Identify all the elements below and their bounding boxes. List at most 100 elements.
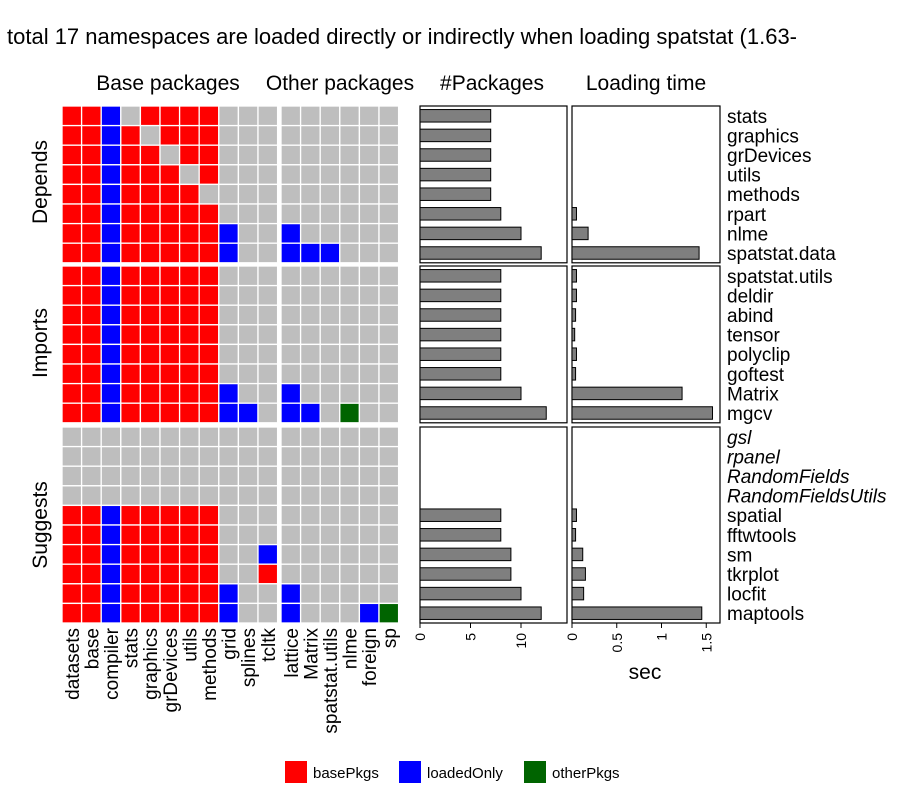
base-tile-deldir-stats bbox=[120, 284, 142, 306]
base-tile-spatstat.data-base bbox=[80, 242, 102, 264]
base-tile-nlme-grid bbox=[218, 222, 240, 244]
column-label-graphics: graphics bbox=[141, 628, 162, 700]
column-label-datasets: datasets bbox=[63, 628, 84, 700]
other-tile-abind-nlme bbox=[339, 304, 361, 326]
other-tile-deldir-sp bbox=[378, 284, 400, 306]
other-tile-sm-sp bbox=[378, 543, 400, 565]
other-tile-spatstat.utils-foreign bbox=[358, 265, 380, 287]
base-tile-abind-tcltk bbox=[257, 304, 279, 326]
base-tile-spatstat.data-stats bbox=[120, 242, 142, 264]
base-tile-Matrix-tcltk bbox=[257, 382, 279, 404]
other-tile-spatstat.data-nlme bbox=[339, 242, 361, 264]
legend-swatch-otherPkgs bbox=[524, 761, 546, 783]
base-tile-polyclip-stats bbox=[120, 343, 142, 365]
column-label-Matrix: Matrix bbox=[301, 628, 322, 680]
other-tile-spatstat.utils-spatstat.utils bbox=[319, 265, 341, 287]
base-tile-tensor-tcltk bbox=[257, 324, 279, 346]
base-tile-nlme-grDevices bbox=[159, 222, 181, 244]
base-tile-fftwtools-datasets bbox=[61, 524, 83, 546]
other-tile-tkrplot-foreign bbox=[358, 563, 380, 585]
base-tile-Matrix-grid bbox=[218, 382, 240, 404]
base-tile-sm-splines bbox=[237, 543, 259, 565]
other-tile-graphics-nlme bbox=[339, 124, 361, 146]
base-tile-abind-splines bbox=[237, 304, 259, 326]
base-tile-RandomFieldsUtils-stats bbox=[120, 485, 142, 507]
other-tile-grDevices-foreign bbox=[358, 144, 380, 166]
base-tile-spatstat.utils-methods bbox=[198, 265, 220, 287]
other-tile-mgcv-lattice bbox=[280, 402, 302, 424]
other-tile-tensor-sp bbox=[378, 324, 400, 346]
base-tile-Matrix-base bbox=[80, 382, 102, 404]
base-tile-grDevices-grid bbox=[218, 144, 240, 166]
base-tile-gsl-datasets bbox=[61, 426, 83, 448]
other-tile-spatstat.data-foreign bbox=[358, 242, 380, 264]
base-tile-spatstat.data-grid bbox=[218, 242, 240, 264]
base-tile-spatstat.utils-stats bbox=[120, 265, 142, 287]
base-tile-RandomFieldsUtils-utils bbox=[178, 485, 200, 507]
column-label-sp: sp bbox=[380, 628, 401, 648]
base-tile-locfit-methods bbox=[198, 583, 220, 605]
base-tile-fftwtools-grid bbox=[218, 524, 240, 546]
base-tile-tensor-grDevices bbox=[159, 324, 181, 346]
other-tile-graphics-sp bbox=[378, 124, 400, 146]
base-tile-spatial-methods bbox=[198, 504, 220, 526]
base-tile-tkrplot-splines bbox=[237, 563, 259, 585]
base-tile-grDevices-splines bbox=[237, 144, 259, 166]
base-tile-utils-graphics bbox=[139, 164, 161, 186]
base-tile-sm-base bbox=[80, 543, 102, 565]
other-tile-spatstat.utils-Matrix bbox=[299, 265, 321, 287]
base-tile-polyclip-base bbox=[80, 343, 102, 365]
other-tile-fftwtools-Matrix bbox=[299, 524, 321, 546]
other-tile-stats-spatstat.utils bbox=[319, 105, 341, 127]
facet-header-base-packages: Base packages bbox=[96, 72, 240, 95]
legend-swatch-loadedOnly bbox=[399, 761, 421, 783]
time-bar-spatstat.utils bbox=[571, 269, 577, 283]
base-tile-stats-methods bbox=[198, 105, 220, 127]
column-label-foreign: foreign bbox=[360, 628, 381, 686]
time-bar-spatial bbox=[571, 508, 577, 522]
base-tile-spatstat.utils-grid bbox=[218, 265, 240, 287]
base-tile-nlme-compiler bbox=[100, 222, 122, 244]
other-tile-RandomFieldsUtils-nlme bbox=[339, 485, 361, 507]
base-tile-goftest-grDevices bbox=[159, 363, 181, 385]
column-label-tcltk: tcltk bbox=[259, 628, 280, 662]
other-tile-methods-lattice bbox=[280, 183, 302, 205]
other-tile-deldir-foreign bbox=[358, 284, 380, 306]
other-tile-fftwtools-lattice bbox=[280, 524, 302, 546]
other-tile-rpanel-Matrix bbox=[299, 445, 321, 467]
base-tile-goftest-datasets bbox=[61, 363, 83, 385]
base-tile-deldir-splines bbox=[237, 284, 259, 306]
base-tile-goftest-utils bbox=[178, 363, 200, 385]
other-tile-RandomFieldsUtils-foreign bbox=[358, 485, 380, 507]
column-label-stats: stats bbox=[122, 628, 143, 668]
other-tile-rpart-Matrix bbox=[299, 203, 321, 225]
base-tile-maptools-tcltk bbox=[257, 602, 279, 624]
other-tile-sm-lattice bbox=[280, 543, 302, 565]
other-tile-polyclip-sp bbox=[378, 343, 400, 365]
base-tile-RandomFieldsUtils-tcltk bbox=[257, 485, 279, 507]
time-bar-goftest bbox=[571, 367, 577, 381]
base-tile-rpanel-grid bbox=[218, 445, 240, 467]
row-label-sm: sm bbox=[727, 545, 752, 566]
base-tile-nlme-tcltk bbox=[257, 222, 279, 244]
other-tile-maptools-spatstat.utils bbox=[319, 602, 341, 624]
row-label-nlme: nlme bbox=[727, 224, 768, 245]
other-tile-Matrix-Matrix bbox=[299, 382, 321, 404]
base-tile-sm-utils bbox=[178, 543, 200, 565]
base-tile-utils-methods bbox=[198, 164, 220, 186]
base-tile-nlme-datasets bbox=[61, 222, 83, 244]
base-tile-methods-compiler bbox=[100, 183, 122, 205]
base-tile-tensor-compiler bbox=[100, 324, 122, 346]
packages-bar-sm bbox=[419, 547, 512, 562]
base-tile-rpart-methods bbox=[198, 203, 220, 225]
time-bar-deldir bbox=[571, 288, 577, 303]
base-tile-spatstat.utils-compiler bbox=[100, 265, 122, 287]
base-tile-methods-grid bbox=[218, 183, 240, 205]
other-tile-locfit-spatstat.utils bbox=[319, 583, 341, 605]
base-tile-rpart-tcltk bbox=[257, 203, 279, 225]
base-tile-mgcv-compiler bbox=[100, 402, 122, 424]
base-tile-polyclip-grDevices bbox=[159, 343, 181, 365]
column-label-methods: methods bbox=[200, 628, 221, 701]
base-tile-RandomFields-methods bbox=[198, 465, 220, 487]
base-tile-grDevices-base bbox=[80, 144, 102, 166]
